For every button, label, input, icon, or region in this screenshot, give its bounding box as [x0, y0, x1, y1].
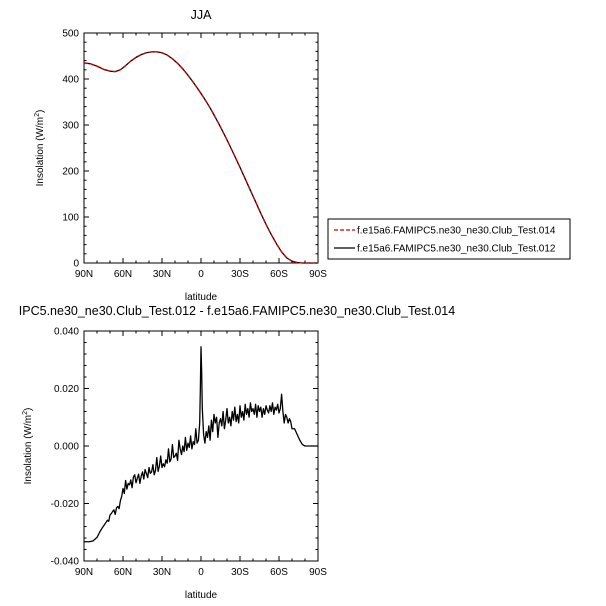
- top-x-tick-label: 90S: [309, 269, 327, 280]
- bottom-series-line: [84, 346, 318, 543]
- bottom-x-tick-label: 90N: [75, 567, 93, 578]
- bottom-x-tick-label: 60S: [270, 567, 288, 578]
- legend-label-test014: f.e15a6.FAMIPC5.ne30_ne30.Club_Test.014: [357, 226, 556, 237]
- bottom-x-tick-label: 30S: [231, 567, 249, 578]
- top-y-tick-label: 400: [62, 75, 79, 86]
- top-y-tick-label: 500: [62, 29, 79, 40]
- bottom-x-tick-label: 30N: [153, 567, 171, 578]
- bottom-x-axis-label: latitude: [185, 590, 218, 601]
- bottom-y-tick-label: 0.000: [54, 442, 79, 453]
- top-y-ticks: 0 100 200 300 400 500: [62, 29, 318, 270]
- bottom-chart-title: IPC5.ne30_ne30.Club_Test.012 - f.e15a6.F…: [19, 304, 455, 318]
- top-x-tick-label: 90N: [75, 269, 93, 280]
- bottom-x-tick-label: 60N: [114, 567, 132, 578]
- top-series-line: [83, 51, 318, 264]
- top-y-tick-label: 100: [62, 213, 79, 224]
- top-plot-frame: [83, 32, 319, 264]
- legend-frame: [327, 218, 571, 260]
- top-y-axis-label: Insolation (W/m2): [34, 110, 46, 187]
- top-chart-title: JJA: [191, 8, 213, 22]
- top-series-group: [83, 51, 318, 264]
- bottom-y-tick-label: -0.020: [51, 499, 80, 510]
- top-x-ticks: 90N 60N 30N 0 30S 60S 90S: [75, 33, 327, 280]
- top-x-tick-label: 30N: [153, 269, 171, 280]
- legend-label-test012: f.e15a6.FAMIPC5.ne30_ne30.Club_Test.012: [357, 244, 556, 255]
- bottom-x-tick-label: 0: [198, 567, 204, 578]
- top-chart-panel: JJA 0 100 200 300 400 500 90N 60N 30N 0 30S 60S 90S…: [34, 8, 327, 303]
- bottom-y-axis-label: Insolation (W/m2): [22, 408, 34, 485]
- bottom-y-tick-label: -0.040: [51, 557, 80, 568]
- top-x-tick-label: 0: [198, 269, 204, 280]
- top-x-tick-label: 30S: [231, 269, 249, 280]
- top-series-line: [83, 51, 318, 264]
- top-y-tick-label: 200: [62, 167, 79, 178]
- bottom-x-ticks: 90N 60N 30N 0 30S 60S 90S: [75, 331, 327, 578]
- bottom-x-tick-label: 90S: [309, 567, 327, 578]
- legend-box: f.e15a6.FAMIPC5.ne30_ne30.Club_Test.014 …: [327, 218, 571, 260]
- top-x-tick-label: 60S: [270, 269, 288, 280]
- top-x-tick-label: 60N: [114, 269, 132, 280]
- bottom-y-tick-label: 0.020: [54, 384, 79, 395]
- top-y-tick-label: 300: [62, 121, 79, 132]
- bottom-y-tick-label: 0.040: [54, 327, 79, 338]
- top-x-axis-label: latitude: [185, 292, 218, 303]
- top-y-tick-label: 0: [73, 259, 79, 270]
- bottom-chart-panel: IPC5.ne30_ne30.Club_Test.012 - f.e15a6.F…: [19, 304, 455, 601]
- bottom-series-group: [84, 346, 318, 543]
